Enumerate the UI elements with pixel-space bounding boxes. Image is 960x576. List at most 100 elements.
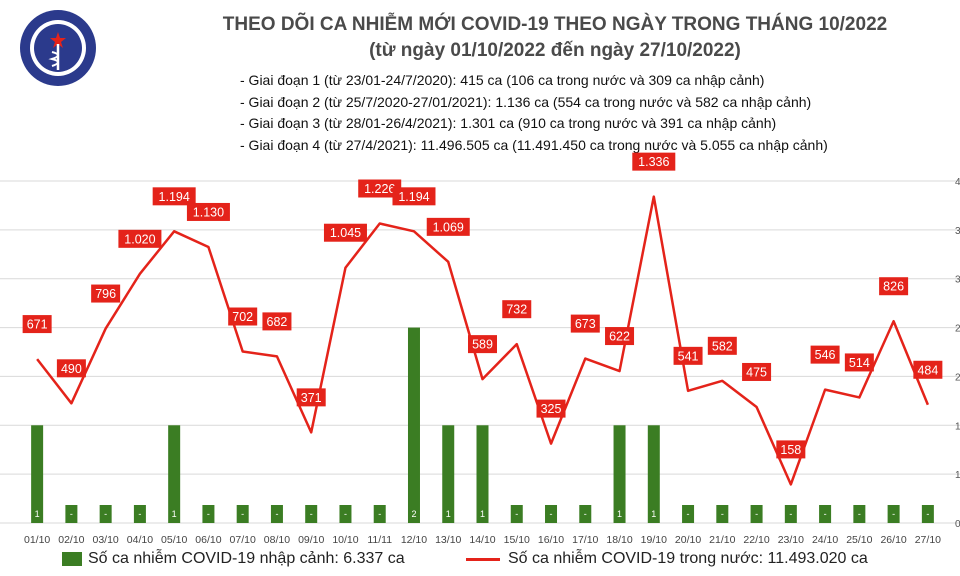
line-data-label: 1.194 [159, 190, 190, 204]
bar-data-label: - [241, 509, 244, 519]
bar [510, 505, 523, 523]
legend-bar-label: Số ca nhiễm COVID-19 nhập cảnh: 6.337 ca [88, 550, 405, 567]
x-tick-label: 12/10 [401, 534, 427, 546]
chart-title: THEO DÕI CA NHIỄM MỚI COVID-19 THEO NGÀY… [222, 14, 888, 35]
line-data-label: 582 [712, 339, 733, 353]
bar [750, 505, 763, 523]
x-tick-label: 21/10 [709, 534, 735, 546]
phase-summary-list: - Giai đoạn 1 (từ 23/01-24/7/2020): 415 … [240, 70, 828, 156]
ministry-of-health-logo [20, 10, 96, 86]
x-tick-label: 15/10 [504, 534, 530, 546]
line-series [36, 195, 930, 486]
bar-data-label: 1 [480, 509, 485, 519]
legend-bar-entry: Số ca nhiễm COVID-19 nhập cảnh: 6.337 ca [62, 550, 405, 568]
phase-2-text: - Giai đoạn 2 (từ 25/7/2020-27/01/2021):… [240, 93, 812, 110]
right-axis-tick-label: 4 [955, 177, 960, 188]
x-tick-label: 07/10 [230, 534, 256, 546]
x-tick-label: 16/10 [538, 534, 564, 546]
x-tick-label: 05/10 [161, 534, 187, 546]
line-data-label: 1.069 [433, 220, 464, 234]
line-data-label: 622 [609, 330, 630, 344]
bar-data-label: 2 [411, 509, 416, 519]
bar [887, 505, 900, 523]
line-data-label: 475 [746, 365, 767, 379]
line-data-label-box [56, 359, 86, 378]
bar-data-label: - [721, 509, 724, 519]
bar-data-label: - [378, 509, 381, 519]
line-data-label-box [742, 362, 772, 381]
bar-data-label: - [755, 509, 758, 519]
line-data-label-box [632, 152, 676, 171]
x-tick-label: 02/10 [58, 534, 84, 546]
line-data-label-box [468, 335, 497, 354]
right-axis-tick-label: 3 [955, 275, 960, 286]
x-tick-label: 06/10 [195, 534, 221, 546]
right-axis-tick-label: 0 [955, 519, 960, 530]
line-data-label-box [91, 284, 121, 303]
line-data-label-box [152, 187, 196, 206]
x-tick-label: 26/10 [880, 534, 906, 546]
x-tick-label: 01/10 [24, 534, 50, 546]
right-axis-tick-label: 3 [955, 226, 960, 237]
line-data-label: 490 [61, 362, 82, 376]
line-data-label-box [323, 223, 367, 242]
bar [853, 505, 866, 523]
bar [579, 505, 592, 523]
bar-data-label: - [104, 509, 107, 519]
bar [545, 505, 558, 523]
line-data-label: 484 [917, 363, 938, 377]
x-tick-label: 25/10 [846, 534, 872, 546]
x-tick-label: 22/10 [743, 534, 769, 546]
line-data-label-box [673, 346, 703, 365]
bar-data-label: - [926, 509, 929, 519]
x-tick-label: 17/10 [572, 534, 598, 546]
bar-data-label: - [207, 509, 210, 519]
line-data-label: 702 [232, 310, 253, 324]
x-tick-label: 11/11 [367, 534, 392, 546]
right-axis-tick-label: 2 [955, 372, 960, 383]
bar-data-label: 1 [446, 509, 451, 519]
bar-data-label: 1 [172, 509, 177, 519]
line-data-label: 1.020 [124, 232, 155, 246]
line-data-label: 589 [472, 338, 493, 352]
x-tick-label: 13/10 [435, 534, 461, 546]
bar-data-label: - [138, 509, 141, 519]
line-data-label: 1.336 [638, 155, 669, 169]
line-data-label-box [186, 202, 230, 221]
bar [407, 327, 420, 523]
line-data-label: 514 [849, 356, 870, 370]
line-data-label: 325 [541, 402, 562, 416]
phase-4-text: - Giai đoạn 4 (từ 27/4/2021): 11.496.505… [240, 136, 828, 153]
x-tick-label: 14/10 [469, 534, 495, 546]
line-data-label: 796 [95, 287, 116, 301]
line-data-label-box [536, 399, 566, 418]
bar [202, 505, 215, 523]
x-tick-label: 10/10 [332, 534, 358, 546]
line-data-label-box [22, 315, 52, 334]
x-tick-label: 18/10 [606, 534, 632, 546]
bar-data-label: - [344, 509, 347, 519]
bar [442, 425, 455, 523]
line-data-label-box [810, 345, 840, 364]
legend-bar-swatch [62, 552, 82, 566]
line-data-label: 371 [301, 391, 322, 405]
x-tick-label: 04/10 [127, 534, 153, 546]
bar [613, 425, 626, 523]
bar [133, 505, 146, 523]
line-data-label: 732 [506, 303, 527, 317]
line-data-label-box [913, 360, 943, 379]
line-data-label-box [118, 229, 162, 248]
line-data-label: 673 [575, 317, 596, 331]
bar [270, 505, 283, 523]
bar-data-label: - [550, 509, 553, 519]
right-axis-tick-label: 1 [955, 421, 960, 432]
line-data-label: 671 [27, 318, 48, 332]
bar-data-label: 1 [617, 509, 622, 519]
x-tick-label: 20/10 [675, 534, 701, 546]
line-data-label-box [358, 179, 402, 198]
line-data-label: 541 [678, 349, 699, 363]
right-axis-tick-label: 2 [955, 324, 960, 335]
bar [373, 505, 386, 523]
bar [236, 505, 249, 523]
line-data-label: 1.045 [330, 226, 361, 240]
